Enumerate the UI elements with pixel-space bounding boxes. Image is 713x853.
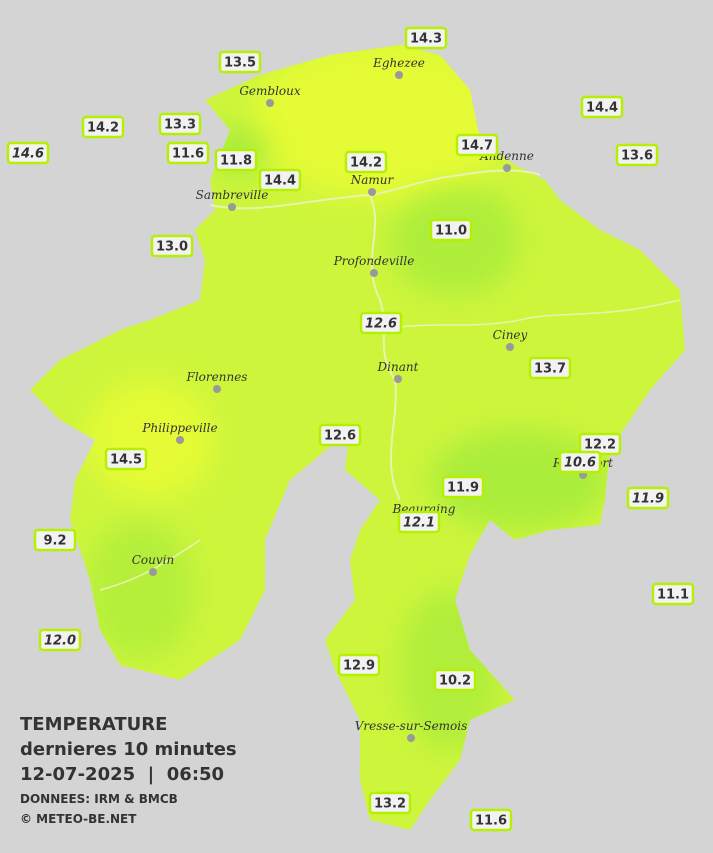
station-badge: 14.4 [258, 168, 302, 192]
town-dot [213, 385, 221, 393]
station-badge: 9.2 [33, 528, 77, 552]
station-badge: 12.9 [337, 653, 381, 677]
station-value: 14.3 [410, 32, 442, 47]
station-value: 14.7 [461, 139, 493, 154]
station-value: 12.6 [365, 317, 397, 332]
town-label: Philippeville [141, 421, 217, 435]
town-dot [407, 734, 415, 742]
station-badge: 12.0 [38, 628, 82, 652]
station-badge: 14.3 [404, 26, 448, 50]
town-dot [368, 188, 376, 196]
station-badge: 13.7 [528, 356, 572, 380]
station-value: 11.1 [657, 588, 689, 603]
station-badge: 10.2 [433, 668, 477, 692]
station-value: 13.5 [224, 56, 256, 71]
station-value: 11.0 [435, 224, 467, 239]
legend-source: DONNEES: IRM & BMCB [20, 792, 178, 806]
station-value: 14.5 [110, 453, 142, 468]
station-badge: 14.5 [104, 447, 148, 471]
station-value: 13.0 [156, 240, 188, 255]
station-badge: 13.0 [150, 234, 194, 258]
town-dot [503, 164, 511, 172]
station-value: 12.0 [44, 634, 76, 649]
town-dot [266, 99, 274, 107]
town-label: Profondeville [333, 254, 415, 268]
station-badge: 14.4 [580, 95, 624, 119]
station-badge: 13.3 [158, 112, 202, 136]
station-value: 13.7 [534, 362, 566, 377]
station-value: 12.6 [324, 429, 356, 444]
station-badge: 14.6 [6, 141, 50, 165]
station-badge: 11.6 [166, 141, 210, 165]
town-label: Namur [350, 173, 395, 187]
station-badge: 12.1 [397, 510, 441, 534]
station-value: 14.4 [264, 174, 296, 189]
station-value: 13.6 [621, 149, 653, 164]
town-label: Ciney [493, 328, 528, 342]
town-dot [506, 343, 514, 351]
station-badge: 14.2 [81, 115, 125, 139]
station-value: 12.9 [343, 659, 375, 674]
town-dot [395, 71, 403, 79]
station-value: 12.2 [584, 438, 616, 453]
station-value: 11.9 [447, 481, 479, 496]
station-badge: 11.8 [214, 148, 258, 172]
town-label: Dinant [377, 360, 419, 374]
station-badge: 11.9 [441, 475, 485, 499]
town-label: Vresse-sur-Semois [355, 719, 468, 733]
station-badge: 10.6 [558, 450, 602, 474]
town-dot [394, 375, 402, 383]
station-badge: 12.2 [578, 432, 622, 456]
town-dot [370, 269, 378, 277]
station-value: 14.2 [87, 121, 119, 136]
station-badge: 12.6 [359, 311, 403, 335]
station-value: 11.6 [172, 147, 204, 162]
station-badge: 11.0 [429, 218, 473, 242]
station-value: 13.3 [164, 118, 196, 133]
town-label: Sambreville [196, 188, 269, 202]
town-label: Couvin [132, 553, 174, 567]
station-value: 10.6 [564, 456, 596, 471]
legend: TEMPERATURE dernieres 10 minutes 12-07-2… [20, 714, 237, 826]
town-dot [176, 436, 184, 444]
station-badge: 11.9 [626, 486, 670, 510]
station-value: 11.8 [220, 154, 252, 169]
station-value: 14.6 [12, 147, 44, 162]
station-badge: 13.2 [368, 791, 412, 815]
station-badge: 11.6 [469, 808, 513, 832]
legend-datetime: 12-07-2025 | 06:50 [20, 764, 224, 785]
station-badge: 13.6 [615, 143, 659, 167]
station-value: 14.2 [350, 156, 382, 171]
station-value: 11.9 [632, 492, 664, 507]
town-dot [149, 568, 157, 576]
station-value: 14.4 [586, 101, 618, 116]
station-badge: 14.7 [455, 133, 499, 157]
town-dot [228, 203, 236, 211]
station-value: 13.2 [374, 797, 406, 812]
legend-copyright: © METEO-BE.NET [20, 812, 137, 826]
station-value: 10.2 [439, 674, 471, 689]
legend-title: TEMPERATURE [20, 714, 167, 735]
station-badge: 11.1 [651, 582, 695, 606]
station-value: 9.2 [43, 534, 66, 549]
town-label: Eghezee [372, 56, 425, 70]
station-value: 11.6 [475, 814, 507, 829]
town-label: Florennes [186, 370, 248, 384]
station-badge: 14.2 [344, 150, 388, 174]
station-value: 12.1 [403, 516, 435, 531]
station-badge: 13.5 [218, 50, 262, 74]
station-badge: 12.6 [318, 423, 362, 447]
town-label: Gembloux [239, 84, 301, 98]
legend-subtitle: dernieres 10 minutes [20, 739, 237, 760]
